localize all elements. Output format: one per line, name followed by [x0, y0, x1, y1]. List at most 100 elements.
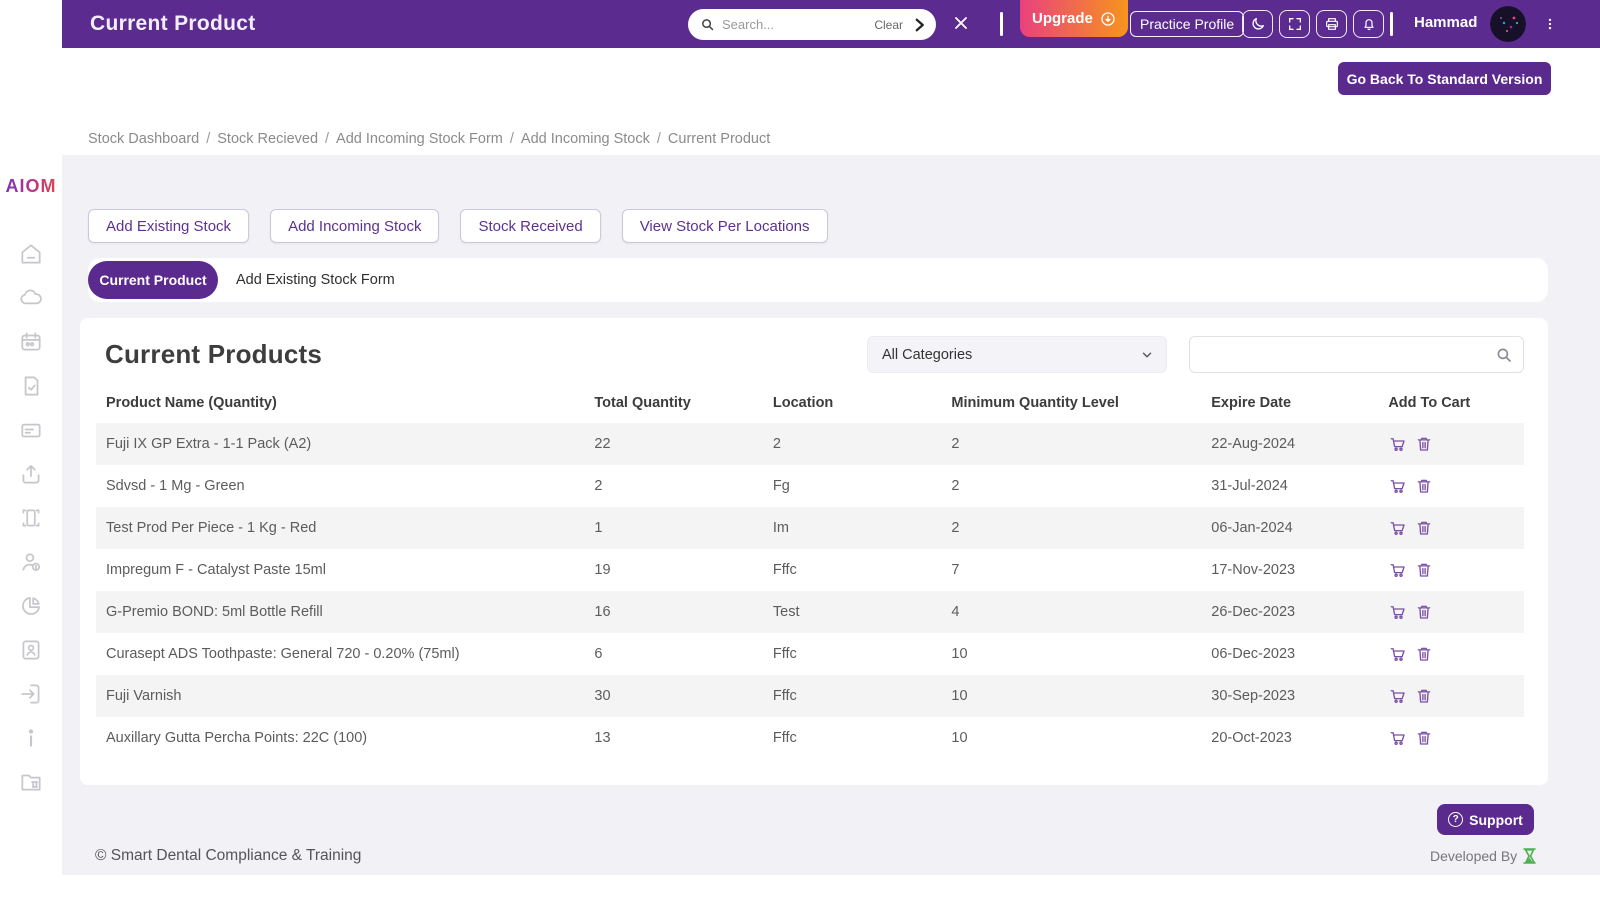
add-to-cart-button[interactable] — [1388, 728, 1408, 748]
sidebar-item-card[interactable] — [18, 416, 45, 443]
cell-product-name: Impregum F - Catalyst Paste 15ml — [106, 562, 326, 578]
stock-action-buttons: Add Existing Stock Add Incoming Stock St… — [88, 209, 828, 243]
cell-min-quantity: 2 — [941, 423, 1202, 465]
tab-bar: Current Product Add Existing Stock Form — [88, 258, 1548, 302]
current-products-card: Current Products All Categories — [80, 318, 1548, 785]
category-select[interactable]: All Categories — [867, 336, 1167, 373]
tab-current-product[interactable]: Current Product — [88, 261, 218, 299]
sidebar-item-upload[interactable] — [18, 460, 45, 487]
overflow-menu-icon[interactable] — [1543, 13, 1557, 35]
cell-product-name: Auxillary Gutta Percha Points: 22C (100) — [106, 730, 368, 746]
table-row: Auxillary Gutta Percha Points: 22C (100)… — [96, 717, 1524, 759]
header-search: Clear — [688, 9, 936, 40]
add-existing-stock-button[interactable]: Add Existing Stock — [88, 209, 250, 243]
col-total-quantity: Total Quantity — [594, 395, 691, 411]
cell-location: Fffc — [772, 730, 797, 746]
delete-button[interactable] — [1414, 602, 1434, 622]
table-row: Sdvsd - 1 Mg - Green 2 Fg 2 31-Jul-2024 — [96, 465, 1524, 507]
tab-add-existing-stock-form[interactable]: Add Existing Stock Form — [236, 272, 395, 288]
fullscreen-button[interactable] — [1279, 10, 1310, 38]
header-search-input[interactable] — [722, 17, 868, 32]
add-to-cart-icon — [1390, 690, 1406, 703]
add-to-cart-button[interactable] — [1388, 434, 1408, 454]
breadcrumb-add-incoming-stock[interactable]: Add Incoming Stock — [520, 131, 650, 147]
breadcrumb-add-incoming-stock-form[interactable]: Add Incoming Stock Form — [336, 131, 503, 147]
cell-product-name: G-Premio BOND: 5ml Bottle Refill — [96, 591, 585, 633]
practice-profile-button[interactable]: Practice Profile — [1130, 11, 1245, 37]
aiom-logo: AIOM — [0, 176, 62, 197]
sidebar-item-devices[interactable] — [18, 504, 45, 531]
breadcrumb-stock-received[interactable]: Stock Recieved — [217, 131, 319, 147]
sidebar-item-tasks[interactable] — [18, 372, 45, 399]
developed-by: Developed By — [1430, 848, 1536, 864]
delete-button[interactable] — [1414, 518, 1434, 538]
delete-icon — [1418, 563, 1431, 577]
sidebar-item-user-info[interactable] — [18, 548, 45, 575]
add-to-cart-button[interactable] — [1388, 644, 1408, 664]
go-back-standard-button[interactable]: Go Back To Standard Version — [1338, 62, 1551, 95]
sidebar-item-info[interactable] — [18, 724, 45, 751]
delete-icon — [1418, 479, 1431, 493]
add-to-cart-button[interactable] — [1388, 560, 1408, 580]
stock-received-button[interactable]: Stock Received — [460, 209, 601, 243]
delete-button[interactable] — [1414, 560, 1434, 580]
sidebar-item-calendar[interactable] — [18, 328, 45, 355]
cell-location: Fffc — [772, 562, 797, 578]
calendar-icon — [21, 331, 41, 350]
cell-location: Im — [762, 507, 942, 549]
dark-mode-button[interactable] — [1242, 10, 1273, 38]
add-to-cart-button[interactable] — [1388, 476, 1408, 496]
sidebar-item-reports[interactable] — [18, 592, 45, 619]
delete-button[interactable] — [1414, 686, 1434, 706]
search-icon[interactable] — [1495, 346, 1513, 364]
table-row: Fuji IX GP Extra - 1-1 Pack (A2) 22 2 2 22-A… — [96, 423, 1524, 465]
search-clear-button[interactable]: Clear — [874, 17, 903, 32]
sidebar-item-sign-out[interactable] — [18, 680, 45, 707]
folder-trash-icon — [21, 774, 41, 790]
delete-button[interactable] — [1414, 434, 1434, 454]
cell-total-quantity: 19 — [594, 562, 611, 578]
developer-logo-icon[interactable] — [1523, 848, 1536, 864]
delete-button[interactable] — [1414, 476, 1434, 496]
devices-icon — [22, 509, 40, 526]
sidebar-item-contacts[interactable] — [18, 636, 45, 663]
delete-icon — [1418, 437, 1431, 451]
add-to-cart-icon — [1390, 438, 1406, 451]
bottom-strip — [0, 875, 1600, 903]
user-name: Hammad — [1414, 14, 1478, 31]
copyright-text: © Smart Dental Compliance & Training — [95, 847, 362, 864]
cell-expire-date: 17-Nov-2023 — [1211, 562, 1296, 578]
add-to-cart-button[interactable] — [1388, 602, 1408, 622]
upgrade-button[interactable]: Upgrade — [1020, 0, 1128, 37]
delete-button[interactable] — [1414, 644, 1434, 664]
delete-button[interactable] — [1414, 728, 1434, 748]
add-incoming-stock-button[interactable]: Add Incoming Stock — [270, 209, 440, 243]
cell-expire-date: 26-Dec-2023 — [1201, 591, 1379, 633]
header-divider — [1000, 12, 1003, 36]
print-button[interactable] — [1316, 10, 1347, 38]
breadcrumb-separator: / — [206, 131, 211, 147]
info-icon — [28, 728, 34, 747]
sidebar-item-home[interactable] — [18, 240, 45, 267]
cell-location: Test — [762, 591, 942, 633]
cell-total-quantity: 6 — [594, 646, 603, 662]
add-to-cart-icon — [1390, 480, 1406, 493]
add-to-cart-button[interactable] — [1388, 518, 1408, 538]
support-button[interactable]: ? Support — [1437, 804, 1534, 835]
user-info-icon — [22, 552, 40, 571]
cell-total-quantity: 30 — [584, 675, 763, 717]
col-product-name: Product Name (Quantity) — [106, 395, 277, 411]
card-title: Current Products — [105, 339, 323, 369]
sidebar-item-cloud[interactable] — [18, 284, 45, 311]
view-stock-per-locations-button[interactable]: View Stock Per Locations — [621, 209, 828, 243]
user-avatar[interactable] — [1490, 6, 1526, 42]
delete-icon — [1418, 605, 1431, 619]
delete-icon — [1418, 521, 1431, 535]
table-search-input[interactable] — [1202, 346, 1495, 363]
sidebar-item-archive[interactable] — [18, 768, 45, 795]
close-search-icon[interactable] — [951, 13, 971, 33]
search-submit-chevron-icon[interactable] — [910, 16, 928, 34]
notifications-button[interactable] — [1353, 10, 1384, 38]
add-to-cart-button[interactable] — [1388, 686, 1408, 706]
breadcrumb-stock-dashboard[interactable]: Stock Dashboard — [88, 131, 200, 147]
